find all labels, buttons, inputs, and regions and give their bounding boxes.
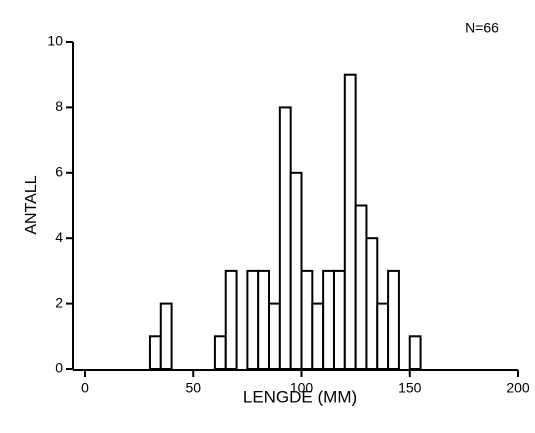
bar [246,269,260,370]
bar [278,106,292,371]
bar [148,335,162,370]
bar [311,302,325,371]
bar [224,269,238,370]
x-axis-label: LENGDE (MM) [243,387,357,406]
y-tick-label: 0 [55,360,63,376]
x-tick-label: 200 [506,380,530,396]
x-tick-label: 150 [398,380,422,396]
x-tick-label: 50 [185,380,201,396]
y-tick-label: 6 [55,164,63,180]
y-tick-label: 10 [47,33,63,49]
x-tick-label: 0 [81,380,89,396]
bar [408,335,422,370]
annotation: N=66 [465,20,499,36]
x-tick-label: 100 [290,380,314,396]
bar [365,237,379,370]
bar [159,302,173,371]
y-tick-label: 8 [55,98,63,114]
bar [300,269,314,370]
bar [289,171,303,370]
bar [343,73,357,370]
bar [213,335,227,370]
bar [376,302,390,371]
y-tick-label: 2 [55,294,63,310]
y-axis-label: ANTALL [23,175,40,234]
bar [332,269,346,370]
bar [268,302,281,371]
bar [354,204,368,370]
bar [322,269,335,370]
bar [387,269,400,370]
bar [257,269,271,370]
y-tick-label: 4 [55,229,63,245]
